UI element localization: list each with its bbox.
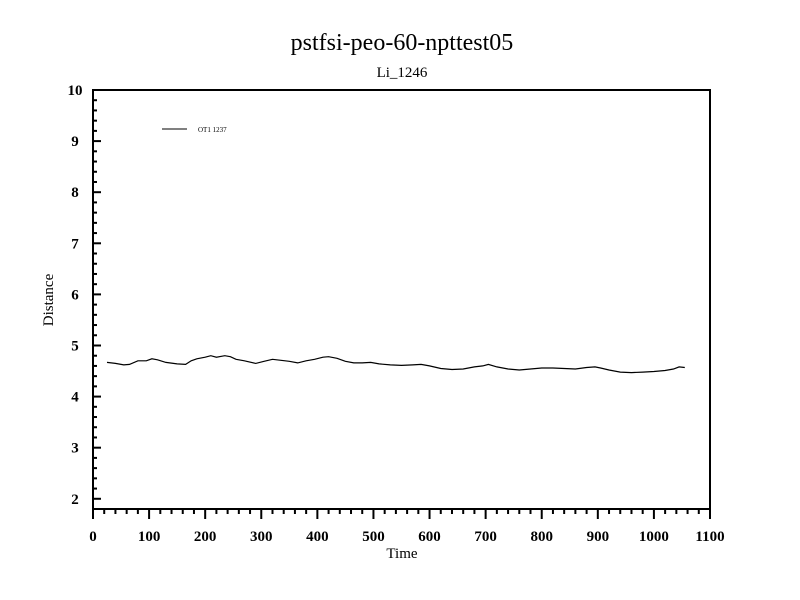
y-tick-label: 2 (71, 492, 79, 508)
y-tick-label: 9 (71, 134, 79, 150)
x-tick-label: 400 (306, 529, 329, 545)
y-tick-label: 8 (71, 185, 79, 201)
x-tick-label: 1000 (639, 529, 669, 545)
x-tick-label: 100 (138, 529, 161, 545)
y-tick-label: 7 (71, 236, 79, 252)
x-tick-label: 800 (530, 529, 553, 545)
chart-subtitle: Li_1246 (377, 65, 428, 81)
series-layer (107, 356, 685, 373)
y-tick-label: 6 (71, 287, 79, 303)
x-tick-label: 500 (362, 529, 385, 545)
x-axis: 0 100 200 300 400 500 600 700 800 900 1000 1100 (89, 509, 724, 545)
y-tick-label: 3 (71, 441, 79, 457)
y-axis: 2 3 4 5 6 7 8 9 10 (68, 83, 102, 508)
x-tick-label: 1100 (695, 529, 724, 545)
x-tick-label: 0 (89, 529, 97, 545)
y-tick-label: 5 (71, 338, 79, 354)
legend: OT1 1237 (162, 126, 227, 134)
y-tick-label: 10 (68, 83, 83, 99)
y-tick-label: 4 (71, 390, 79, 406)
x-tick-label: 900 (587, 529, 610, 545)
x-tick-label: 200 (194, 529, 217, 545)
legend-label: OT1 1237 (198, 126, 227, 134)
x-tick-label: 300 (250, 529, 273, 545)
x-axis-label: Time (386, 546, 417, 562)
series-line (107, 356, 685, 373)
plot-frame (93, 90, 710, 509)
chart-title: pstfsi-peo-60-npttest05 (291, 30, 514, 56)
y-axis-label: Distance (41, 273, 57, 326)
x-tick-label: 700 (474, 529, 497, 545)
x-tick-label: 600 (418, 529, 441, 545)
